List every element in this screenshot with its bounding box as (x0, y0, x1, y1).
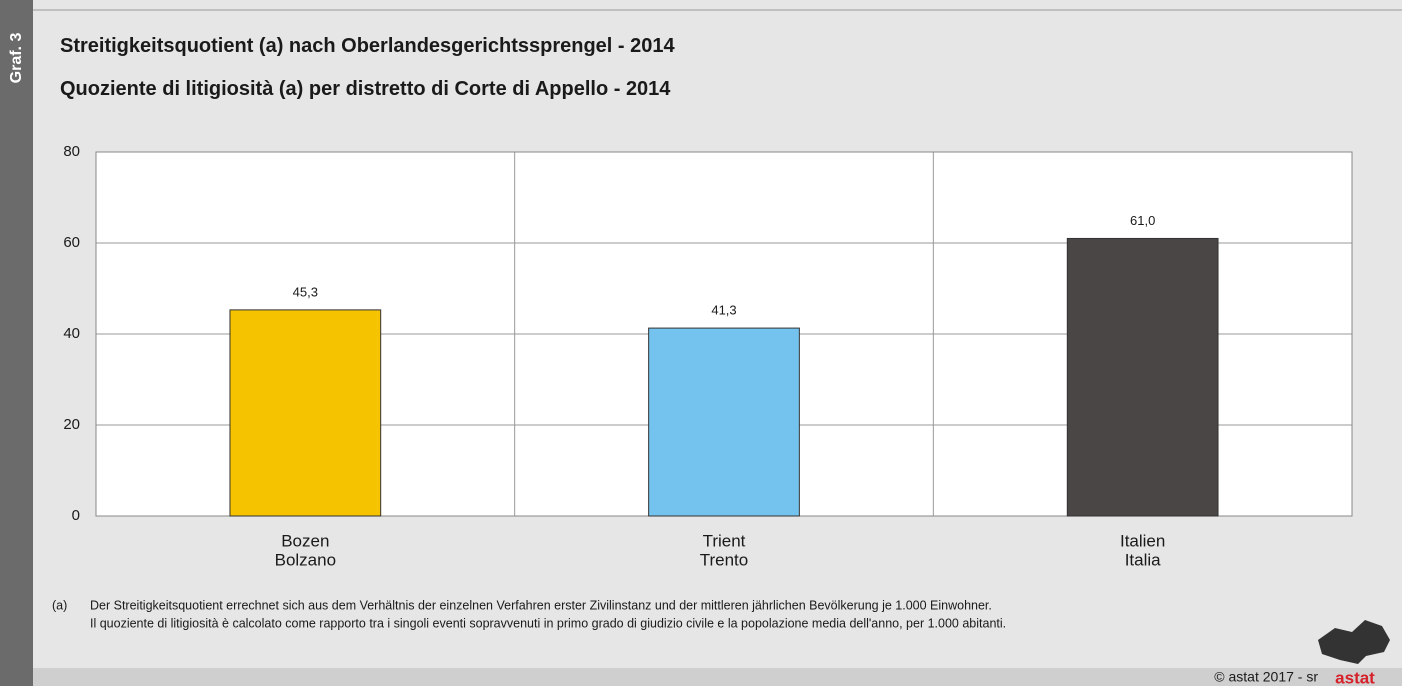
bar (648, 327, 800, 517)
footnote-line: Der Streitigkeitsquotient errechnet sich… (90, 598, 992, 612)
y-tick-label: 40 (63, 325, 80, 342)
bottom-strip (33, 668, 1402, 686)
y-tick-label: 60 (63, 234, 80, 251)
footnote-line: Il quoziente di litigiosità è calcolato … (90, 616, 1006, 630)
logo-map (1318, 620, 1390, 664)
value-label: 45,3 (293, 284, 318, 299)
x-tick-label: Trento (700, 550, 749, 569)
footnote-marker: (a) (52, 598, 67, 612)
y-tick-label: 80 (63, 143, 80, 160)
value-label: 41,3 (711, 303, 736, 318)
bar (1066, 237, 1219, 517)
logo-text: astat (1335, 668, 1375, 686)
chart-subtitle: Quoziente di litigiosità (a) per distret… (60, 78, 671, 100)
logo-shape (1318, 620, 1390, 664)
x-tick-label: Italia (1125, 550, 1161, 569)
x-tick-label: Bolzano (275, 550, 336, 569)
x-tick-label: Bozen (281, 531, 329, 550)
y-tick-label: 20 (63, 416, 80, 433)
y-tick-label: 0 (72, 507, 80, 524)
value-label: 61,0 (1130, 213, 1155, 228)
x-tick-label: Italien (1120, 531, 1165, 550)
bar (229, 309, 382, 517)
x-tick-label: Trient (703, 531, 746, 550)
chart-label: Graf. 3 (8, 33, 25, 84)
credit: © astat 2017 - sr (1214, 669, 1318, 685)
side-strip (0, 0, 33, 686)
chart-title: Streitigkeitsquotient (a) nach Oberlande… (60, 35, 675, 57)
